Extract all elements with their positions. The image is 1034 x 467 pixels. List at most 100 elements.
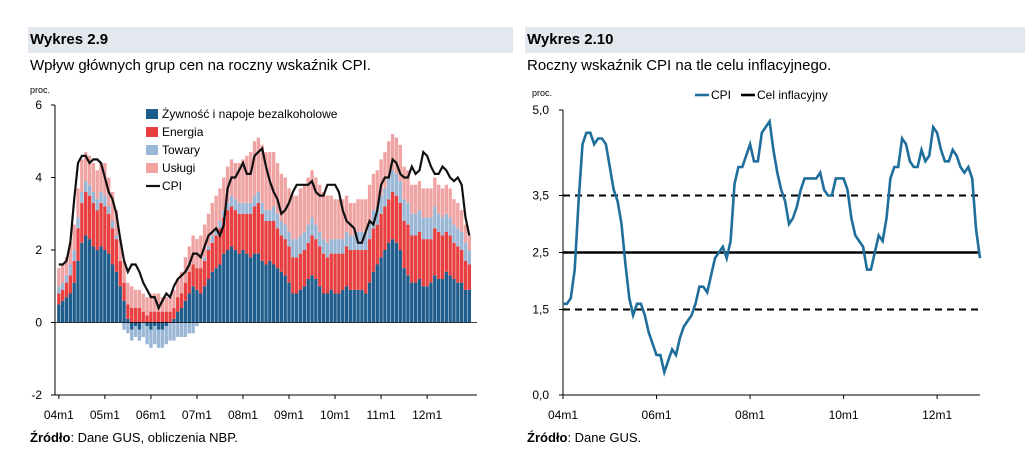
bar-segment-goods: [268, 210, 272, 221]
bar-segment-energy: [337, 253, 341, 294]
bar-segment-food: [310, 275, 314, 323]
bar-segment-food: [375, 264, 379, 323]
bar-segment-goods: [279, 221, 284, 236]
bar-segment-goods: [248, 202, 253, 214]
bar-segment-goods: [80, 192, 84, 203]
bar-segment-food: [153, 322, 157, 327]
bar-segment-goods: [375, 206, 379, 225]
left-chart-header: Wykres 2.9: [30, 31, 109, 48]
bar-segment-goods: [275, 213, 280, 229]
bar-segment-services: [237, 163, 241, 203]
bar-segment-goods: [237, 202, 241, 214]
bar-segment-energy: [341, 253, 345, 290]
bar-segment-services: [329, 195, 333, 240]
bar-segment-energy: [417, 231, 422, 279]
right-x-tick-label: 04m1: [548, 408, 578, 422]
bar-segment-food: [160, 322, 165, 330]
bar-segment-services: [318, 184, 322, 232]
bar-segment-food: [333, 293, 337, 323]
bar-segment-energy: [271, 221, 276, 265]
left-chart-source: Źródło: Dane GUS, obliczenia NBP.: [30, 430, 238, 445]
bar-segment-energy: [283, 239, 287, 276]
bar-segment-goods: [291, 239, 295, 258]
bar-segment-energy: [114, 239, 119, 272]
bar-segment-food: [80, 242, 84, 323]
bar-segment-food: [291, 293, 295, 323]
bar-segment-food: [452, 279, 456, 323]
bar-segment-services: [337, 199, 341, 240]
bar-segment-goods: [114, 235, 119, 240]
bar-segment-services: [210, 202, 214, 236]
bar-segment-services: [436, 184, 441, 214]
bar-segment-goods: [195, 322, 199, 327]
legend-swatch-services: [146, 163, 158, 173]
bar-segment-food: [118, 286, 122, 323]
bar-segment-services: [417, 181, 422, 211]
bar-segment-energy: [153, 311, 157, 323]
bar-segment-energy: [206, 250, 211, 279]
bar-segment-energy: [452, 242, 456, 279]
bar-segment-food: [398, 250, 402, 323]
bar-segment-goods: [295, 239, 299, 258]
bar-segment-goods: [214, 228, 218, 236]
bar-segment-goods: [202, 257, 207, 261]
bar-segment-energy: [260, 213, 264, 261]
right-source-label: Źródło: [527, 430, 568, 445]
bar-segment-goods: [84, 181, 88, 192]
bar-segment-energy: [126, 304, 130, 319]
bar-segment-food: [348, 289, 353, 323]
bar-segment-services: [214, 195, 218, 229]
bar-segment-food: [279, 271, 284, 323]
bar-segment-food: [283, 275, 287, 323]
bar-segment-energy: [225, 210, 230, 250]
bar-segment-food: [302, 286, 307, 323]
bar-segment-energy: [233, 210, 237, 250]
bar-segment-goods: [425, 217, 429, 240]
bar-segment-energy: [348, 250, 353, 290]
bar-segment-goods: [149, 329, 153, 348]
bar-segment-services: [76, 188, 80, 218]
bar-segment-goods: [137, 329, 142, 341]
bar-segment-food: [421, 286, 425, 323]
bar-segment-food: [214, 268, 218, 323]
bar-segment-goods: [130, 329, 134, 341]
bar-segment-food: [448, 275, 452, 323]
bar-segment-energy: [448, 235, 452, 276]
left-x-tick-label: 09m1: [274, 408, 304, 422]
bar-segment-goods: [271, 206, 276, 221]
bar-segment-services: [256, 137, 261, 192]
bar-segment-goods: [156, 329, 161, 348]
right-y-tick-label: 3,5: [532, 189, 549, 203]
legend-label-cpi_left: CPI: [162, 179, 182, 193]
bar-segment-services: [87, 155, 92, 185]
bar-segment-food: [417, 279, 422, 323]
bar-segment-energy: [57, 293, 61, 305]
bar-segment-goods: [222, 210, 226, 218]
bar-segment-food: [467, 289, 472, 323]
bar-segment-energy: [440, 235, 445, 279]
bar-segment-services: [225, 166, 230, 203]
bar-segment-goods: [168, 322, 172, 341]
bar-segment-services: [325, 195, 330, 243]
bar-segment-energy: [298, 253, 303, 290]
left-x-tick-label: 04m1: [44, 408, 74, 422]
bar-segment-food: [275, 268, 280, 323]
bar-segment-food: [287, 282, 291, 323]
bar-segment-food: [433, 275, 437, 323]
right-x-tick-label: 10m1: [829, 408, 859, 422]
bar-segment-food: [248, 257, 253, 323]
right-y-tick-label: 0,0: [532, 388, 549, 402]
bar-segment-goods: [233, 199, 237, 211]
bar-segment-services: [187, 246, 191, 272]
bar-segment-energy: [187, 271, 191, 294]
bar-segment-food: [176, 311, 180, 323]
bar-segment-energy: [367, 239, 372, 283]
bar-segment-services: [110, 192, 115, 221]
bar-segment-energy: [68, 275, 73, 294]
bar-segment-energy: [398, 202, 402, 250]
bar-segment-goods: [206, 246, 211, 250]
bar-segment-energy: [394, 195, 399, 243]
bar-segment-goods: [60, 282, 65, 290]
bar-segment-energy: [302, 250, 307, 287]
bar-segment-goods: [103, 195, 107, 207]
